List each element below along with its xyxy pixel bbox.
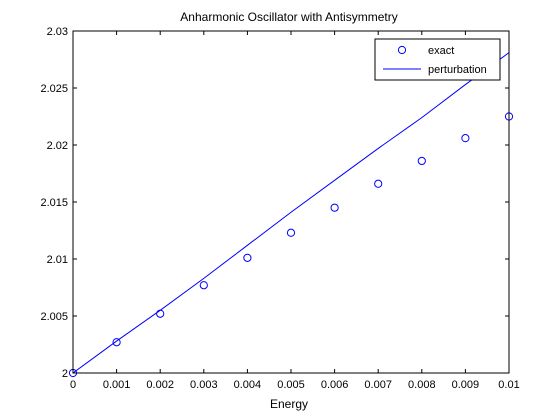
y-tick-label: 2.02: [47, 140, 68, 152]
x-tick-label: 0.009: [452, 379, 480, 391]
x-tick-label: 0.007: [364, 379, 392, 391]
data-point-exact: [199, 281, 208, 290]
y-tick-label: 2: [62, 368, 68, 380]
data-point-exact: [243, 253, 252, 262]
data-point-exact: [374, 179, 383, 188]
legend-label-perturbation: perturbation: [428, 64, 487, 76]
y-tick-label: 2.005: [40, 311, 68, 323]
x-tick-label: 0.001: [103, 379, 131, 391]
plot-area: 0 0.001 0.002 0.003 0.004 0.005 0.006 0.007 0.00…: [40, 26, 519, 391]
y-tick-label: 2.01: [47, 254, 68, 266]
legend-swatch-exact: [397, 45, 407, 55]
x-tick-label: 0: [70, 379, 76, 391]
x-tick-label: 0.002: [146, 379, 174, 391]
x-tick-label: 0.004: [234, 379, 262, 391]
x-tick-label: 0.01: [498, 379, 519, 391]
legend-label-exact: exact: [428, 45, 454, 57]
axes-background: [73, 31, 509, 373]
data-point-exact: [461, 134, 470, 143]
chart-title: Anharmonic Oscillator with Antisymmetry: [180, 10, 397, 24]
y-tick-label: 2.03: [47, 26, 68, 38]
x-tick-label: 0.005: [277, 379, 305, 391]
data-point-exact: [112, 338, 121, 347]
y-tick-label: 2.015: [40, 197, 68, 209]
data-point-exact: [286, 228, 296, 237]
x-tick-label: 0.006: [321, 379, 349, 391]
y-tick-label: 2.025: [40, 83, 68, 95]
x-tick-label: 0.008: [408, 379, 436, 391]
axes-frame: [72, 30, 510, 374]
series-line-perturbation: [73, 52, 509, 373]
data-point-exact: [330, 203, 339, 212]
x-axis-label: Energy: [270, 397, 308, 411]
legend-box: [374, 38, 501, 81]
data-point-exact: [417, 156, 426, 166]
x-tick-label: 0.003: [190, 379, 218, 391]
